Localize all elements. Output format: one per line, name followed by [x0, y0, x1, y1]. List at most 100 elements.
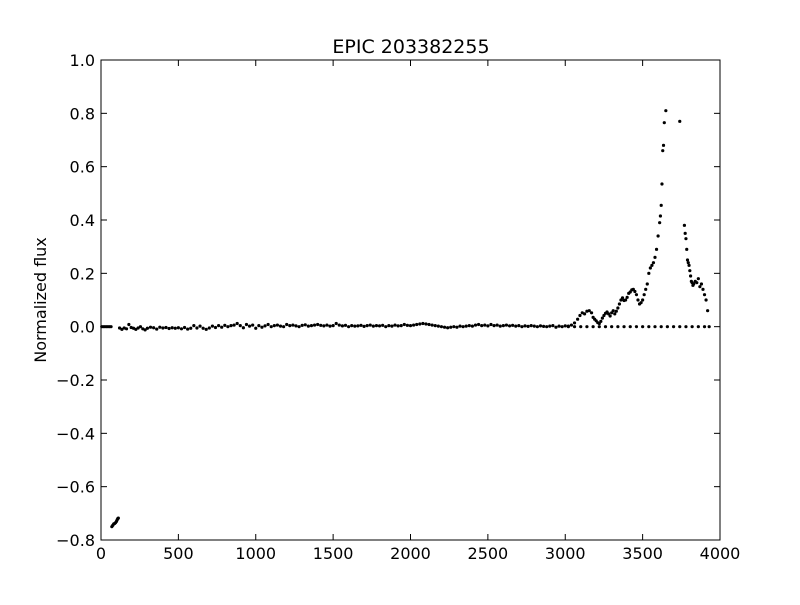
data-point [658, 214, 663, 218]
data-point [486, 324, 490, 328]
data-points [100, 109, 711, 529]
data-point [688, 269, 692, 273]
data-point [285, 322, 289, 327]
x-tick-label: 1000 [235, 544, 276, 563]
data-point [661, 143, 666, 147]
data-point [461, 325, 465, 329]
data-point [260, 325, 264, 329]
data-point [124, 327, 129, 331]
x-tick-label: 4000 [700, 544, 741, 563]
data-point [538, 324, 543, 328]
data-point [297, 325, 301, 329]
data-point [325, 323, 329, 327]
data-point [692, 282, 696, 286]
data-point [138, 325, 143, 329]
data-point [660, 182, 664, 186]
data-point [622, 325, 626, 329]
data-point [309, 324, 314, 328]
data-point [654, 247, 659, 251]
data-point [433, 324, 437, 328]
data-point [535, 325, 539, 329]
data-point [134, 327, 138, 331]
data-point [566, 325, 570, 329]
data-point [155, 327, 159, 331]
data-point [645, 282, 649, 286]
axis-ticks: 0 500 1000 1500 2000 2500 3000 3500 4000 −0.8 −0.6… [56, 51, 740, 563]
data-point [557, 324, 561, 328]
data-point [412, 323, 416, 327]
data-point [686, 261, 690, 265]
data-point [532, 324, 536, 328]
data-point [560, 325, 564, 329]
data-point [201, 326, 205, 330]
data-point [161, 326, 165, 330]
data-point [210, 324, 215, 328]
data-point [374, 324, 379, 328]
data-point [501, 324, 505, 328]
data-point [628, 325, 632, 329]
y-tick-label: −0.2 [56, 371, 95, 390]
data-point [541, 324, 546, 328]
data-point [467, 324, 471, 328]
data-point [647, 325, 651, 329]
data-point [611, 309, 615, 313]
data-point [316, 322, 320, 327]
data-point [430, 323, 434, 327]
data-point [576, 317, 580, 321]
data-point [306, 324, 310, 328]
data-point [312, 323, 317, 327]
data-point [427, 322, 431, 327]
data-point [136, 326, 140, 330]
data-point [288, 324, 292, 328]
data-point [591, 325, 595, 329]
data-point [579, 325, 583, 329]
data-point [207, 326, 211, 330]
x-tick-label: 3500 [622, 544, 663, 563]
data-point [442, 325, 447, 329]
data-point [458, 324, 462, 328]
data-point [182, 325, 187, 330]
data-point [223, 323, 227, 327]
data-point [507, 324, 512, 328]
data-point [347, 325, 351, 329]
y-tick-label: 0.8 [70, 104, 95, 123]
data-point [117, 326, 122, 330]
data-point [337, 323, 341, 327]
data-point [368, 323, 372, 327]
data-point [480, 324, 484, 328]
data-point [282, 325, 286, 329]
data-point [235, 321, 239, 326]
data-point [143, 328, 147, 332]
data-point [599, 319, 603, 323]
data-point [489, 322, 493, 327]
data-point [648, 266, 652, 270]
data-point [418, 322, 422, 326]
data-point [213, 325, 218, 330]
data-point [514, 324, 518, 328]
data-point [476, 322, 481, 327]
data-point [662, 121, 666, 125]
data-point [647, 271, 651, 275]
data-point [656, 234, 660, 238]
data-point [644, 287, 648, 291]
x-tick-label: 2000 [390, 544, 431, 563]
data-point [408, 324, 413, 328]
data-point [572, 321, 577, 325]
data-point [244, 322, 249, 327]
data-point [520, 325, 524, 329]
data-point [504, 323, 509, 327]
data-point [179, 327, 184, 331]
data-point [473, 323, 478, 327]
data-point [641, 298, 645, 302]
data-point [319, 323, 323, 327]
data-point [597, 325, 601, 329]
data-point [217, 324, 221, 328]
data-point [548, 324, 552, 328]
data-point [303, 323, 307, 327]
data-point [436, 324, 440, 328]
data-point [678, 119, 682, 123]
data-point [247, 324, 252, 328]
y-tick-label: −0.6 [56, 478, 95, 497]
data-point [603, 325, 608, 329]
data-point [698, 285, 702, 289]
